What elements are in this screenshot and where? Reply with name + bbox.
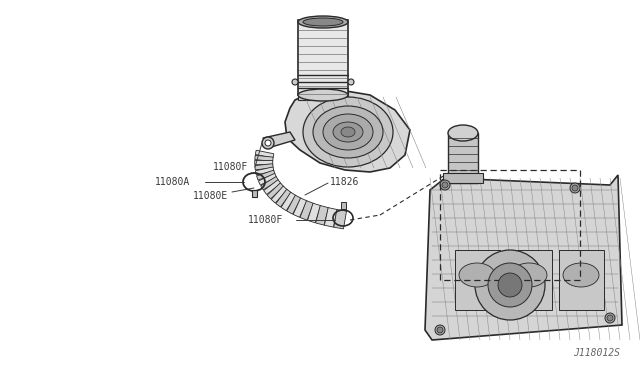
Circle shape (265, 140, 271, 146)
Ellipse shape (303, 97, 393, 167)
Polygon shape (308, 203, 321, 223)
Bar (440, 170, 580, 280)
Circle shape (570, 183, 580, 193)
Circle shape (348, 79, 354, 85)
Circle shape (605, 313, 615, 323)
Ellipse shape (298, 89, 348, 101)
Polygon shape (259, 173, 276, 185)
Polygon shape (300, 201, 314, 220)
Text: 11080A: 11080A (155, 177, 190, 187)
Polygon shape (285, 90, 410, 172)
Bar (252, 190, 257, 197)
Circle shape (440, 180, 450, 190)
Text: 11826: 11826 (330, 177, 360, 187)
Polygon shape (255, 160, 273, 165)
Polygon shape (271, 186, 287, 203)
Circle shape (435, 325, 445, 335)
Circle shape (262, 137, 274, 149)
Text: 11080F: 11080F (213, 162, 248, 172)
Polygon shape (425, 175, 622, 340)
Bar (298, 90, 348, 100)
Circle shape (475, 250, 545, 320)
Circle shape (292, 79, 298, 85)
Polygon shape (334, 209, 346, 229)
Polygon shape (255, 164, 273, 170)
Bar (448, 133, 478, 183)
Text: J118012S: J118012S (573, 348, 620, 358)
Polygon shape (287, 195, 301, 214)
Ellipse shape (459, 263, 495, 287)
Ellipse shape (333, 122, 363, 142)
Polygon shape (255, 167, 274, 175)
Polygon shape (255, 150, 274, 158)
Ellipse shape (563, 263, 599, 287)
Text: 11080E: 11080E (193, 191, 228, 201)
Polygon shape (324, 208, 337, 227)
Ellipse shape (313, 106, 383, 158)
Bar (455, 250, 500, 310)
Polygon shape (281, 192, 296, 211)
Bar (559, 250, 604, 310)
Circle shape (488, 263, 532, 307)
Bar (298, 20, 348, 95)
Polygon shape (276, 189, 291, 207)
Circle shape (607, 315, 613, 321)
Text: 11080F: 11080F (248, 215, 284, 225)
Polygon shape (255, 155, 273, 161)
Ellipse shape (298, 16, 348, 28)
Polygon shape (267, 183, 284, 199)
Circle shape (442, 182, 448, 188)
Ellipse shape (511, 263, 547, 287)
Circle shape (498, 273, 522, 297)
Polygon shape (257, 170, 275, 180)
Ellipse shape (341, 127, 355, 137)
Polygon shape (263, 132, 295, 148)
Bar (507, 250, 552, 310)
Ellipse shape (323, 114, 373, 150)
Ellipse shape (448, 125, 478, 141)
Circle shape (437, 327, 443, 333)
Bar (341, 202, 346, 209)
Polygon shape (260, 176, 278, 190)
Circle shape (572, 185, 578, 191)
Polygon shape (264, 180, 281, 195)
Polygon shape (293, 198, 307, 217)
Polygon shape (316, 205, 328, 225)
Bar (443, 173, 483, 183)
Ellipse shape (303, 18, 343, 26)
